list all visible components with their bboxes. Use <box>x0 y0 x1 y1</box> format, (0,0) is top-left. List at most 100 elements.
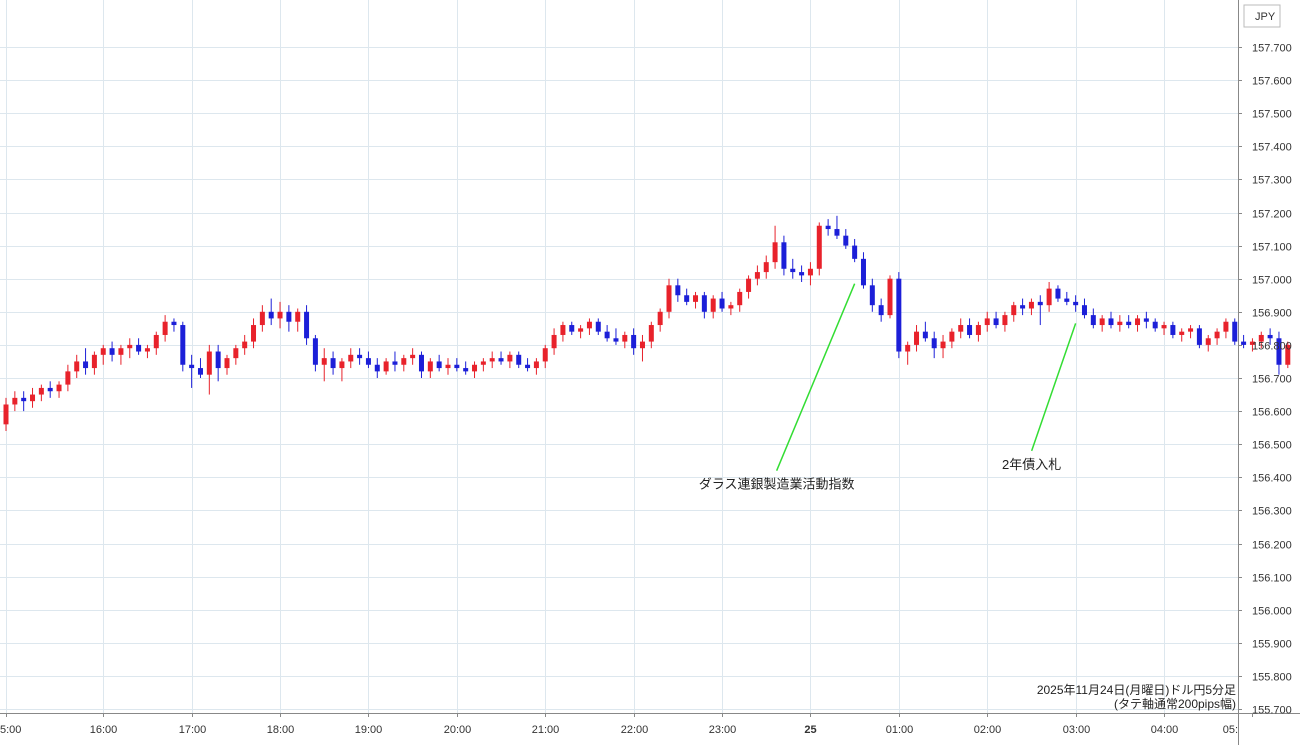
candle-body <box>551 334 557 349</box>
candle-body <box>1205 338 1211 345</box>
candle-body <box>728 305 734 309</box>
candle-body <box>127 344 133 349</box>
candle-up <box>427 358 433 378</box>
candle-up <box>1046 282 1052 312</box>
candle-down <box>1055 285 1061 302</box>
time-tick-label: 20:00 <box>444 724 472 736</box>
candle-body <box>958 325 964 332</box>
candle-down <box>365 351 371 369</box>
candle-up <box>348 348 354 369</box>
candle-body <box>401 358 407 365</box>
candle-up <box>144 344 150 359</box>
candle-up <box>242 334 248 355</box>
candle-body <box>489 358 495 362</box>
candle-body <box>1232 321 1238 342</box>
candle-down <box>516 351 522 369</box>
candle-body <box>666 285 672 312</box>
candle-down <box>852 238 858 263</box>
candle-body <box>799 272 805 276</box>
candle-up <box>940 334 946 359</box>
candle-body <box>427 361 433 372</box>
candle-body <box>436 361 442 369</box>
candle-up <box>251 318 257 349</box>
candle-down <box>498 351 504 365</box>
candle-body <box>772 242 778 263</box>
candle-down <box>1081 298 1087 319</box>
candle-down <box>878 298 884 322</box>
price-tick-label: 157.600 <box>1252 76 1292 88</box>
price-tick-label: 156.100 <box>1252 573 1292 585</box>
time-tick-label: 22:00 <box>621 724 649 736</box>
time-tick-label: 16:00 <box>90 724 118 736</box>
candle-body <box>719 298 725 309</box>
price-tick-label: 156.600 <box>1252 407 1292 419</box>
candle-body <box>144 348 150 352</box>
time-tick-label: 18:00 <box>267 724 295 736</box>
candle-down <box>136 338 142 355</box>
time-tick-label: 21:00 <box>532 724 560 736</box>
candle-body <box>967 325 973 335</box>
candle-body <box>754 272 760 279</box>
candle-down <box>922 321 928 342</box>
candle-down <box>1276 331 1282 375</box>
candle-body <box>65 371 71 385</box>
candle-body <box>993 318 999 326</box>
candle-up <box>551 328 557 355</box>
candle-body <box>657 311 663 326</box>
candle-body <box>1223 321 1229 332</box>
candle-body <box>613 338 619 342</box>
candle-up <box>533 358 539 375</box>
candle-body <box>259 311 265 326</box>
candle-body <box>622 334 628 342</box>
candle-body <box>242 341 248 349</box>
candle-body <box>1258 334 1264 342</box>
candle-body <box>56 384 62 392</box>
candle-body <box>1020 305 1026 309</box>
candle-down <box>357 348 363 365</box>
candle-up <box>666 278 672 319</box>
candle-down <box>436 354 442 372</box>
candle-down <box>215 344 221 382</box>
candle-body <box>560 325 566 335</box>
candle-down <box>613 328 619 345</box>
candle-up <box>1117 315 1123 332</box>
candle-up <box>639 334 645 362</box>
candle-body <box>348 354 354 362</box>
candle-body <box>516 354 522 365</box>
candle-body <box>1126 321 1132 326</box>
candle-body <box>224 358 230 369</box>
candle-up <box>693 291 699 309</box>
price-tick-label: 155.800 <box>1252 672 1292 684</box>
candle-body <box>109 348 115 355</box>
candle-down <box>189 354 195 388</box>
candle-body <box>569 325 575 332</box>
annotation-label: 2年債入札 <box>1002 457 1061 472</box>
candle-down <box>171 318 177 332</box>
candle-up <box>578 325 584 339</box>
candle-down <box>1196 325 1202 349</box>
candle-body <box>1161 325 1167 329</box>
candle-up <box>1188 325 1194 339</box>
candle-body <box>30 394 36 402</box>
candle-body <box>984 318 990 326</box>
candle-body <box>1214 331 1220 339</box>
candle-body <box>1011 305 1017 316</box>
candle-body <box>472 364 478 372</box>
candle-body <box>816 225 822 269</box>
candle-up <box>91 351 97 375</box>
candle-up <box>648 321 654 349</box>
candle-up <box>1214 328 1220 345</box>
candle-down <box>1064 291 1070 306</box>
candle-body <box>1143 318 1149 322</box>
price-tick-label: 156.300 <box>1252 506 1292 518</box>
candle-body <box>860 258 866 286</box>
currency-label-box <box>1243 4 1281 28</box>
candle-down <box>1108 311 1114 329</box>
candle-body <box>1108 318 1114 326</box>
candle-body <box>233 348 239 359</box>
candle-up <box>984 311 990 332</box>
candle-body <box>896 278 902 352</box>
candle-body <box>763 262 769 273</box>
candle-body <box>330 358 336 369</box>
candle-down <box>374 358 380 378</box>
